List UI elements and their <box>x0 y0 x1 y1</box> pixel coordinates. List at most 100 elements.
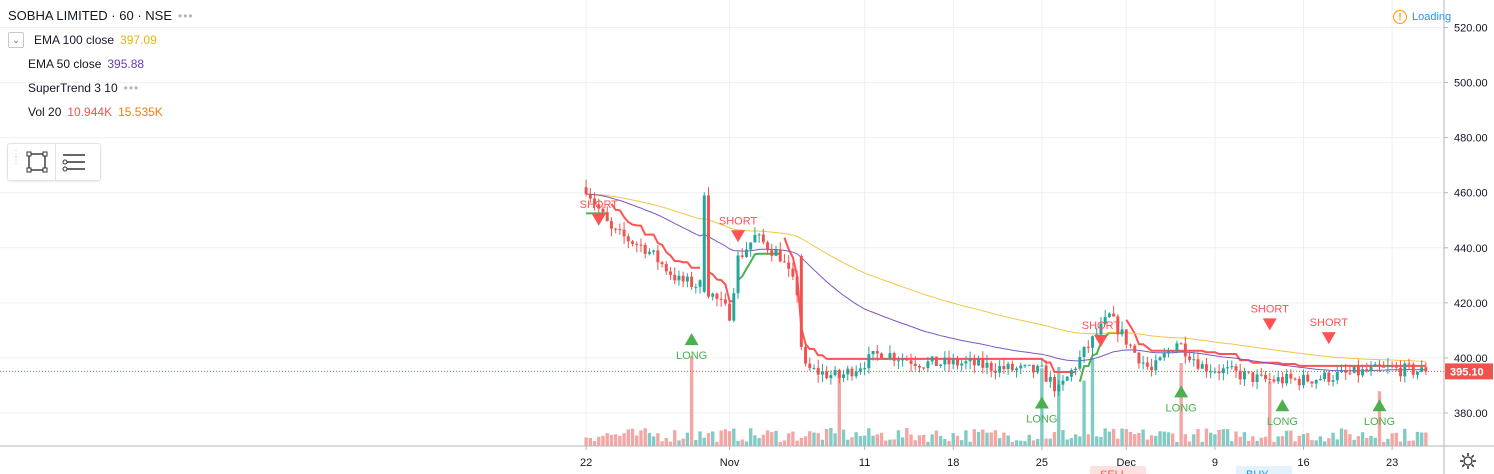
indicator-supertrend[interactable]: SuperTrend 3 10 ••• <box>8 76 194 100</box>
volume-bar <box>1242 432 1247 446</box>
candle-body <box>884 358 888 360</box>
volume-bar <box>1390 433 1394 446</box>
candle-body <box>673 274 677 281</box>
volume-bar <box>770 432 774 446</box>
volume-bar <box>1301 433 1306 446</box>
symbol-row[interactable]: SOBHA LIMITED · 60 · NSE ••• <box>8 4 194 28</box>
volume-bar <box>1137 432 1141 446</box>
last-price-tag <box>1445 363 1493 380</box>
candle-body <box>955 359 959 366</box>
volume-bar <box>900 437 905 446</box>
volume-bar <box>1263 436 1268 446</box>
volume-bar <box>1175 441 1179 446</box>
volume-bar <box>1116 438 1120 446</box>
volume-bar <box>1014 440 1019 446</box>
time-tick-label: 16 <box>1297 457 1309 469</box>
long-signal-marker <box>1174 385 1189 398</box>
price-tick-label: 500.00 <box>1454 78 1488 90</box>
candle-body <box>1179 343 1183 345</box>
more-options-icon[interactable]: ••• <box>178 9 194 23</box>
candle-body <box>749 242 753 250</box>
candle-body <box>867 354 871 369</box>
warning-icon[interactable]: ! <box>1393 10 1407 24</box>
candle-body <box>1217 371 1221 374</box>
volume-bar <box>597 436 601 446</box>
candle-body <box>951 359 955 365</box>
candle-body <box>1103 316 1107 324</box>
indicator-ema50[interactable]: EMA 50 close 395.88 <box>8 52 194 76</box>
sell-button[interactable] <box>1090 466 1146 474</box>
volume-bar <box>1348 434 1352 446</box>
volume-bar <box>1377 391 1382 446</box>
candle-body <box>669 271 672 275</box>
volume-bar <box>1192 434 1196 446</box>
volume-bar <box>833 433 837 446</box>
candle-body <box>1133 345 1137 353</box>
volume-bar <box>711 431 715 446</box>
candle-body <box>715 293 719 299</box>
rectangle-tool-icon[interactable] <box>19 144 55 180</box>
volume-bar <box>947 441 951 446</box>
candle-body <box>1069 370 1073 377</box>
volume-bar <box>837 371 841 446</box>
candle-body <box>808 363 812 369</box>
buy-button[interactable] <box>1236 466 1292 474</box>
volume-bar <box>1010 441 1015 446</box>
candle-body <box>1251 372 1255 383</box>
volume-bar <box>618 435 622 446</box>
candle-body <box>1403 363 1407 377</box>
candle-body <box>1057 384 1061 392</box>
volume-bar <box>786 433 791 446</box>
candle-body <box>1407 363 1411 365</box>
candle-body <box>896 360 900 362</box>
gear-icon[interactable] <box>1459 452 1477 470</box>
candle-body <box>989 362 993 371</box>
candle-body <box>998 365 1002 373</box>
indicator-volume[interactable]: Vol 20 10.944K 15.535K <box>8 100 194 124</box>
collapse-icon[interactable]: ⌄ <box>8 32 24 48</box>
candle-body <box>723 299 727 304</box>
candle-body <box>943 357 947 365</box>
candle-body <box>1310 381 1314 384</box>
candle-body <box>787 262 791 269</box>
signal-markers: SHORT LONG SHORT LONG SHORT LONG SHORT LONG SHOR… <box>580 199 1395 428</box>
volume-bars <box>584 356 1428 446</box>
volume-bar <box>1031 440 1036 446</box>
price-tick-label: 380.00 <box>1454 408 1488 420</box>
volume-bar <box>926 441 930 446</box>
candle-body <box>605 212 609 222</box>
volume-bar <box>985 432 989 446</box>
volume-bar <box>664 437 668 446</box>
candle-body <box>1335 372 1339 381</box>
volume-bar <box>727 431 732 446</box>
volume-bar <box>647 432 652 446</box>
drag-handle-icon[interactable]: ⋮ ⋮ <box>11 149 21 166</box>
lines-tool-icon[interactable] <box>56 144 92 180</box>
volume-bar <box>668 441 673 446</box>
volume-bar <box>1069 438 1074 446</box>
volume-bar <box>1200 441 1204 446</box>
time-tick-label: 9 <box>1212 457 1218 469</box>
candle-body <box>1285 373 1289 384</box>
volume-bar <box>1276 436 1280 446</box>
candle-body <box>892 353 896 361</box>
candle-body <box>770 250 774 256</box>
candle-body <box>1154 360 1158 371</box>
indicator-ema100[interactable]: ⌄ EMA 100 close 397.09 <box>8 28 194 52</box>
volume-bar <box>888 439 892 446</box>
volume-bar <box>689 356 694 446</box>
more-options-icon[interactable]: ••• <box>123 81 140 95</box>
candle-body <box>1112 313 1116 317</box>
candle-body <box>774 249 778 256</box>
indicator-value: 395.88 <box>107 57 145 71</box>
candle-body <box>977 358 981 366</box>
candle-body <box>1196 359 1200 369</box>
volume-bar <box>1382 441 1386 446</box>
candle-body <box>1331 380 1335 382</box>
candle-body <box>1230 366 1234 368</box>
candle-body <box>1424 367 1428 372</box>
volume-bar <box>1403 428 1407 446</box>
volume-bar <box>651 436 656 446</box>
candle-body <box>1091 336 1094 348</box>
